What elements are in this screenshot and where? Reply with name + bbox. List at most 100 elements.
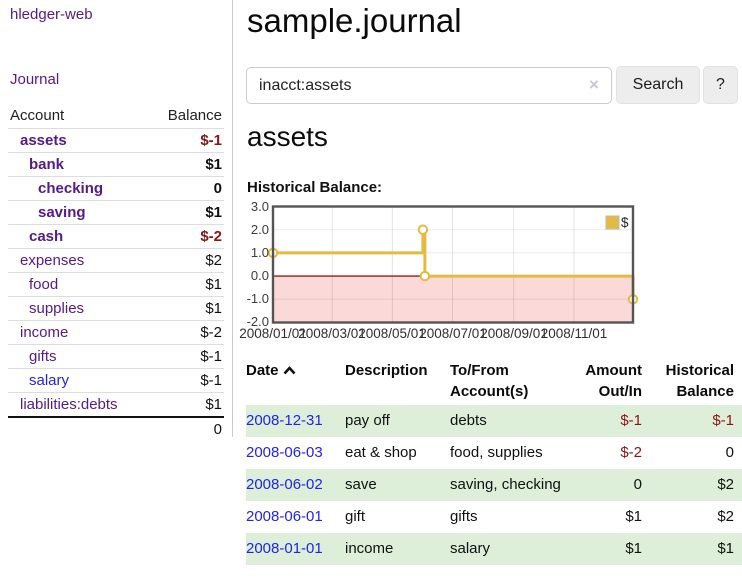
y-tick-label: 3.0 xyxy=(250,199,269,214)
transaction-date-link[interactable]: 2008-01-01 xyxy=(246,540,323,557)
x-tick-label: 2008/05/01 xyxy=(358,326,426,341)
transaction-amount: $1 xyxy=(566,533,642,565)
account-balance: $-1 xyxy=(149,128,224,153)
legend-label: $ xyxy=(621,215,629,230)
transaction-balance: $1 xyxy=(642,533,742,565)
accounts-header-row: Account Balance xyxy=(8,103,224,129)
accounts-total-value: 0 xyxy=(149,416,224,441)
historical-balance-chart[interactable]: $ 3.0 2.0 1.0 0.0 -1.0 -2.0 2008/01/01 2… xyxy=(239,199,742,349)
account-link-salary[interactable]: salary xyxy=(29,372,70,389)
transaction-balance: 0 xyxy=(725,444,734,461)
account-balance: 0 xyxy=(149,176,224,201)
sidebar-item-journal[interactable]: Journal xyxy=(10,71,60,88)
transaction-description: gift xyxy=(345,508,366,525)
account-heading: assets xyxy=(247,121,328,152)
legend-swatch xyxy=(605,215,620,230)
account-link-liabilities-debts[interactable]: liabilities:debts xyxy=(20,396,118,413)
account-row-cash: cash $-2 xyxy=(8,224,224,249)
transaction-balance: $2 xyxy=(642,469,742,501)
x-tick-label: 2008/03/01 xyxy=(298,326,366,341)
y-tick-label: 1.0 xyxy=(250,245,269,260)
account-balance: $-2 xyxy=(149,224,224,249)
account-row-supplies: supplies $1 xyxy=(8,296,224,321)
accounts-total-row: 0 xyxy=(8,416,224,441)
account-link-expenses[interactable]: expenses xyxy=(20,252,85,269)
accounts-header-account: Account xyxy=(8,103,150,129)
vertical-gridlines xyxy=(331,206,575,323)
amount-header-line1: Amount xyxy=(585,362,642,379)
transaction-accounts: food, supplies xyxy=(450,444,543,461)
sidebar: hledger-web Journal Account Balance asse… xyxy=(0,0,233,441)
account-row-liabilities-debts: liabilities:debts $1 xyxy=(8,392,224,418)
transaction-balance: $2 xyxy=(717,508,734,525)
account-balance: $1 xyxy=(149,296,224,321)
transaction-amount: $-2 xyxy=(620,444,642,461)
brand-link[interactable]: hledger-web xyxy=(10,6,93,23)
account-balance: $1 xyxy=(149,272,224,297)
account-balance: $1 xyxy=(149,152,224,177)
clear-search-icon[interactable]: × xyxy=(589,75,599,94)
transaction-date-link[interactable]: 2008-06-01 xyxy=(246,508,323,525)
x-tick-label: 2008/09/01 xyxy=(480,326,548,341)
account-link-saving[interactable]: saving xyxy=(38,204,86,221)
transaction-accounts: salary xyxy=(450,533,566,565)
account-balance: $-1 xyxy=(149,368,224,393)
chevron-up-icon xyxy=(283,360,296,381)
account-row-salary: salary $-1 xyxy=(8,368,224,393)
register-row: 2008-01-01 income salary $1 $1 xyxy=(246,533,742,565)
y-tick-label: 2.0 xyxy=(250,222,269,237)
account-link-food[interactable]: food xyxy=(29,276,59,293)
plot-border xyxy=(271,205,635,324)
accounts-header-balance: Balance xyxy=(149,103,224,129)
negative-region xyxy=(273,276,633,323)
register-header-accounts: To/From Account(s) xyxy=(450,358,566,405)
x-tick-label: 2008/11/01 xyxy=(540,326,608,341)
x-tick-label: 2008/01/01 xyxy=(239,326,307,341)
account-link-bank[interactable]: bank xyxy=(29,156,65,173)
y-tick-label: -2.0 xyxy=(246,314,269,329)
transaction-amount: 0 xyxy=(566,469,642,501)
account-balance: $-1 xyxy=(149,344,224,369)
account-link-gifts[interactable]: gifts xyxy=(29,348,57,365)
transaction-date-link[interactable]: 2008-12-31 xyxy=(246,412,323,429)
chart-title: Historical Balance: xyxy=(247,179,383,196)
register-row: 2008-06-03 eat & shop food, supplies $-2… xyxy=(246,437,742,469)
transaction-date-link[interactable]: 2008-06-02 xyxy=(246,476,323,493)
transaction-date-link[interactable]: 2008-06-03 xyxy=(246,444,323,461)
account-row-checking: checking 0 xyxy=(8,176,224,201)
register-row: 2008-06-01 gift gifts $1 $2 xyxy=(246,501,742,533)
account-balance: $1 xyxy=(149,200,224,225)
search-input[interactable] xyxy=(246,67,612,104)
search-button[interactable]: Search xyxy=(616,66,700,104)
transaction-balance: $-1 xyxy=(642,405,742,437)
register-table: Date Description To/From Account(s) Amou… xyxy=(246,358,742,565)
account-link-cash[interactable]: cash xyxy=(29,228,64,245)
chart-canvas xyxy=(267,205,639,324)
amount-header-line2: Out/In xyxy=(598,383,642,400)
accounts-header-line2: Account(s) xyxy=(450,383,529,400)
account-row-saving: saving $1 xyxy=(8,200,224,225)
transaction-description: income xyxy=(345,533,450,565)
account-balance: $2 xyxy=(149,248,224,273)
account-link-supplies[interactable]: supplies xyxy=(29,300,85,317)
balance-header-line1: Historical xyxy=(665,362,734,379)
account-row-gifts: gifts $-1 xyxy=(8,344,224,369)
account-link-assets[interactable]: assets xyxy=(20,132,67,149)
account-row-expenses: expenses $2 xyxy=(8,248,224,273)
account-row-assets: assets $-1 xyxy=(8,128,224,153)
transaction-amount: $-1 xyxy=(566,405,642,437)
transaction-accounts: gifts xyxy=(450,508,478,525)
account-row-income: income $-2 xyxy=(8,320,224,345)
register-row: 2008-06-02 save saving, checking 0 $2 xyxy=(246,469,742,501)
transaction-accounts: saving, checking xyxy=(450,469,566,501)
transaction-description: save xyxy=(345,469,450,501)
register-header-date[interactable]: Date xyxy=(246,358,345,405)
transaction-description: pay off xyxy=(345,405,450,437)
account-link-income[interactable]: income xyxy=(20,324,69,341)
balance-header-line2: Balance xyxy=(676,383,734,400)
accounts-table: Account Balance assets $-1 bank $1 check… xyxy=(8,103,224,441)
account-balance: $1 xyxy=(149,392,224,418)
account-link-checking[interactable]: checking xyxy=(38,180,104,197)
help-button[interactable]: ? xyxy=(703,66,738,104)
